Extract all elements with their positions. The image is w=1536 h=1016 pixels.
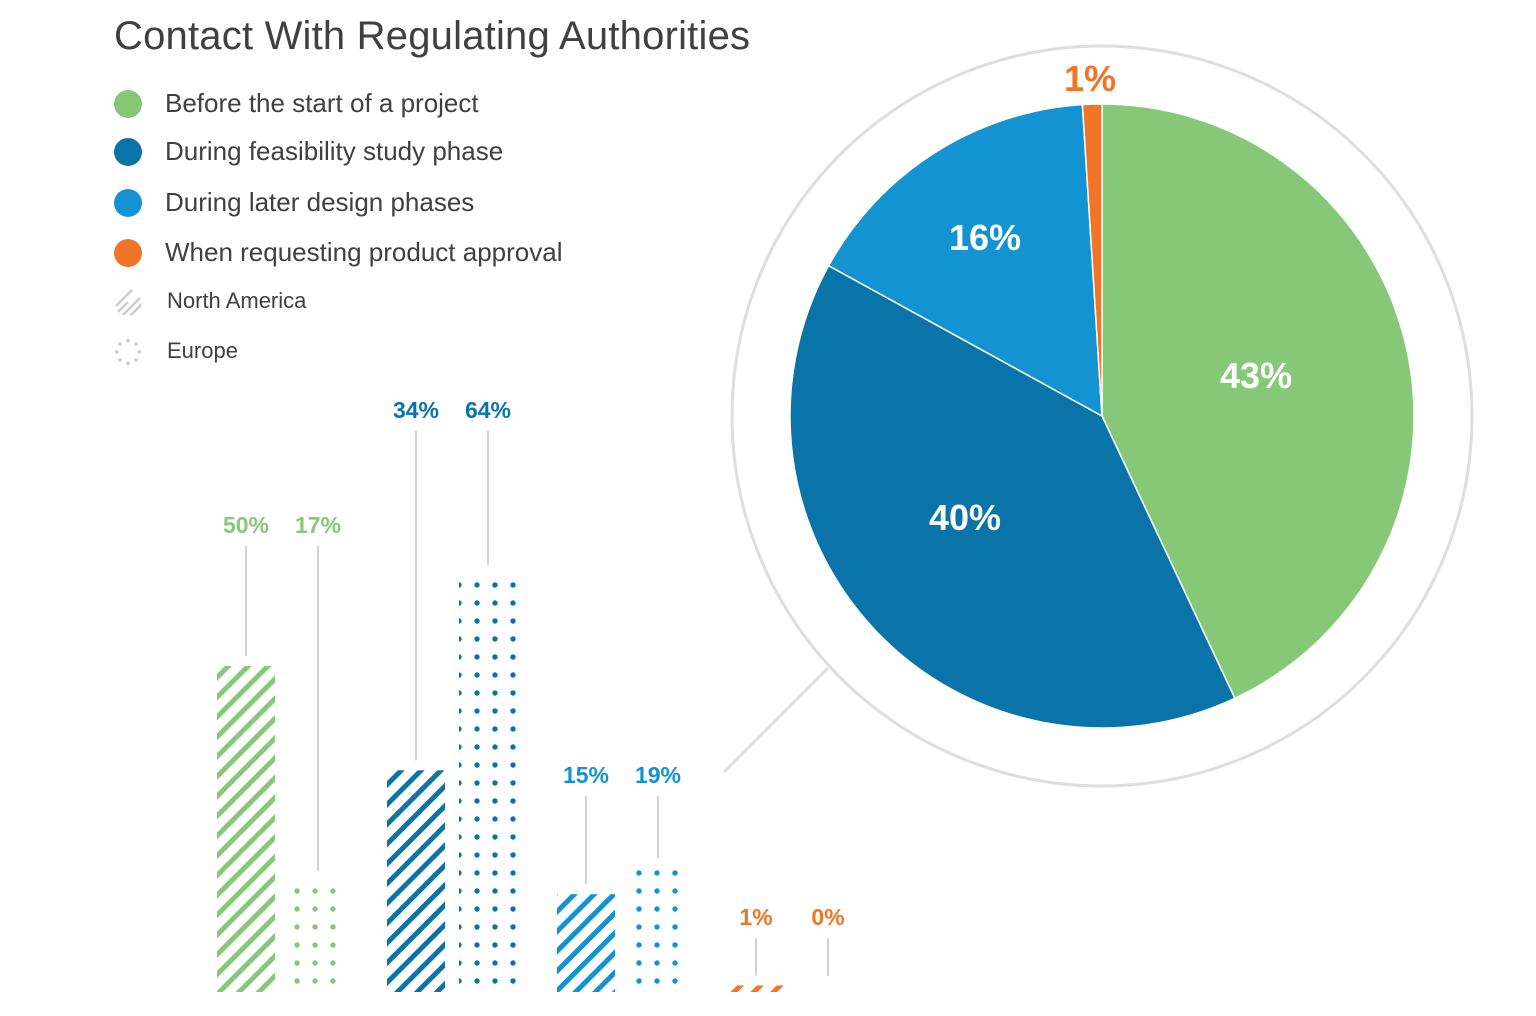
legend-item-product-approval: When requesting product approval <box>114 231 714 275</box>
pie-chart: 43% 40% 16% 1% <box>722 44 1474 788</box>
bar-north-america-3 <box>557 894 615 992</box>
magnifier-ring <box>730 44 1474 788</box>
pie-slice-label: 40% <box>929 497 1001 538</box>
bar-north-america-4 <box>727 985 785 992</box>
pie-slice-2 <box>789 264 1236 729</box>
legend-label: During feasibility study phase <box>165 136 504 166</box>
legend-item-feasibility: During feasibility study phase <box>114 130 714 174</box>
bar-europe-3 <box>629 868 687 992</box>
legend-item-north-america: North America <box>114 280 714 324</box>
bar-europe-2 <box>459 574 517 992</box>
bar-value-label: 17% <box>295 512 341 538</box>
pie-slice-3 <box>827 103 1103 418</box>
dots-pattern-icon <box>114 338 142 366</box>
legend-label: When requesting product approval <box>165 237 563 267</box>
bar-europe-1 <box>289 881 347 992</box>
pie-slice-4 <box>1081 103 1103 417</box>
legend-label: During later design phases <box>165 187 475 217</box>
pie-slice-label: 1% <box>1064 58 1116 99</box>
pie-slice-label: 43% <box>1220 355 1292 396</box>
bar-value-label: 0% <box>811 904 844 930</box>
bar-value-label: 19% <box>635 762 681 788</box>
bar-chart: 50% 17% 34% 64% 15% 19% 1% 0% <box>217 397 857 992</box>
pie-slice-1 <box>1101 103 1415 700</box>
legend-label: Europe <box>167 338 238 363</box>
chart-title: Contact With Regulating Authorities <box>114 14 751 58</box>
legend-label: North America <box>167 288 307 313</box>
hatch-pattern-icon <box>115 289 142 316</box>
legend-swatch <box>114 90 142 118</box>
bar-value-label: 15% <box>563 762 609 788</box>
bar-north-america-1 <box>217 666 275 992</box>
legend-swatch <box>114 239 142 267</box>
legend-swatch <box>114 138 142 166</box>
legend-item-before-start: Before the start of a project <box>114 82 714 126</box>
magnifier-handle <box>722 666 830 774</box>
bar-value-label: 34% <box>393 397 439 423</box>
bar-value-label: 64% <box>465 397 511 423</box>
bar-europe-4 <box>799 986 857 992</box>
bar-value-label: 50% <box>223 512 269 538</box>
legend-item-later-design: During later design phases <box>114 181 714 225</box>
pie-slice-label: 16% <box>949 217 1021 258</box>
legend-swatch <box>114 189 142 217</box>
bar-value-label: 1% <box>739 904 772 930</box>
legend-item-europe: Europe <box>114 330 714 374</box>
legend-label: Before the start of a project <box>165 88 479 118</box>
bar-north-america-2 <box>387 770 445 992</box>
